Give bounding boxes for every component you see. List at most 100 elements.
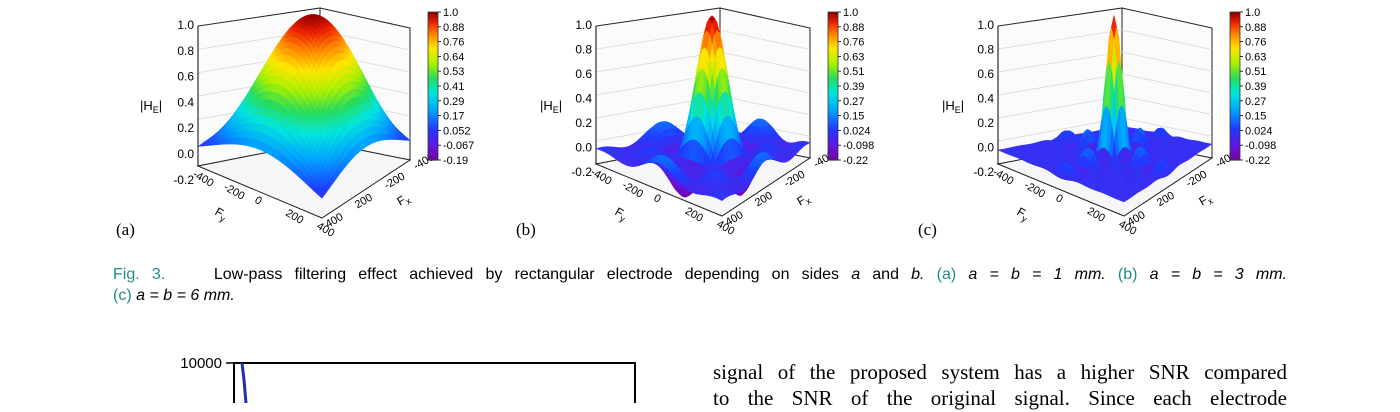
y-tick-label: 200: [683, 205, 705, 225]
z-tick-label: 0.2: [177, 121, 194, 135]
colorbar-tick-label: -0.098: [1245, 140, 1276, 152]
colorbar-tick-label: 0.024: [1245, 125, 1273, 137]
x-axis-label-sub: x: [404, 195, 413, 206]
colorbar-tick-label: 0.15: [1245, 111, 1266, 123]
z-tick-label: 0.0: [177, 147, 194, 161]
caption-eq-a: a = b = 1 mm.: [968, 266, 1105, 283]
caption-var-b: b.: [911, 266, 924, 283]
colorbar-tick-label: 0.51: [843, 66, 864, 78]
caption-var-a: a: [851, 266, 860, 283]
x-axis-label: Fx: [795, 190, 814, 210]
figure-caption-line2: (c) a = b = 6 mm.: [113, 285, 235, 306]
colorbar-tick-label: 0.53: [443, 66, 464, 78]
plot-frame: [234, 363, 635, 403]
x-axis-label-sub: x: [804, 195, 813, 206]
z-axis: 1.0 0.8 0.6 0.4 0.2 0.0 -0.2 |HE|: [140, 18, 198, 187]
colorbar-tick-label: -0.22: [1245, 155, 1270, 167]
y-axis-label: Fy: [212, 204, 231, 224]
z-tick-label: 1.0: [575, 18, 592, 32]
z-tick-label: 0.4: [977, 92, 994, 106]
colorbar-tick-label: 0.29: [443, 96, 464, 108]
z-tick-label: -0.2: [173, 173, 194, 187]
panel-label: (b): [516, 220, 536, 240]
z-axis-label-suffix: |: [159, 98, 162, 113]
colorbar-tick-label: 0.052: [443, 125, 471, 137]
z-tick-label: 0.0: [977, 141, 994, 155]
panel-label: (a): [116, 220, 135, 240]
y-tick-label: 0: [652, 192, 663, 205]
colorbar-tick-label: 1.0: [443, 7, 458, 19]
y-axis-label: Fy: [612, 204, 631, 224]
z-tick-label: 0.8: [977, 43, 994, 57]
colorbar-tick-label: 0.88: [1245, 22, 1266, 34]
caption-ref-c[interactable]: (c): [113, 287, 132, 304]
y-axis-label-sub: y: [218, 213, 227, 224]
z-tick-label: 0.2: [575, 116, 592, 130]
colorbar-tick-label: 0.27: [843, 96, 864, 108]
z-axis-label: |HE|: [540, 98, 562, 115]
z-tick-label: 0.4: [575, 92, 592, 106]
x-axis-label: Fx: [395, 190, 414, 210]
z-tick-label: 0.8: [177, 44, 194, 58]
data-curve: [242, 363, 246, 403]
z-axis: 1.00.80.60.40.20.0-0.2|HE|: [942, 18, 998, 179]
caption-eq-c: a = b = 6 mm.: [136, 287, 235, 304]
z-axis-label-suffix: |: [559, 98, 562, 113]
colorbar-tick-label: 0.39: [843, 81, 864, 93]
z-axis: 1.00.80.60.40.20.0-0.2|HE|: [540, 18, 596, 179]
panel-label: (c): [918, 220, 937, 240]
caption-ref-b[interactable]: (b): [1118, 266, 1138, 283]
colorbar-tick-label: 0.88: [443, 22, 464, 34]
z-axis-label-suffix: |: [961, 98, 964, 113]
z-tick-label: 0.6: [977, 67, 994, 81]
z-tick-label: 0.8: [575, 43, 592, 57]
colorbar-tick-label: 0.64: [443, 51, 464, 63]
y-axis-label: Fy: [1014, 204, 1033, 224]
body-text-line-1: signal of the proposed system has a high…: [713, 359, 1287, 386]
colorbar-tick-label: 0.024: [843, 125, 871, 137]
colorbar-tick-label: 0.51: [1245, 66, 1266, 78]
colorbar-tick-label: 0.76: [843, 37, 864, 49]
x-axis-label: Fx: [1197, 190, 1216, 210]
colorbar-tick-label: -0.19: [443, 155, 468, 167]
colorbar: 1.0 0.88 0.76 0.64 0.53 0.41 0.29 0.17 0.052 -0.0…: [428, 7, 474, 167]
colorbar-tick-label: -0.098: [843, 140, 874, 152]
y-tick-label: 200: [1085, 205, 1107, 225]
x-axis-label-sub: x: [1206, 195, 1215, 206]
colorbar-tick-label: 0.76: [443, 37, 464, 49]
z-tick-label: 0.0: [575, 141, 592, 155]
caption-ref-a[interactable]: (a): [937, 266, 957, 283]
z-tick-label: 1.0: [977, 18, 994, 32]
z-tick-label: 0.4: [177, 95, 194, 109]
body-text-line-2: to the SNR of the original signal. Since…: [713, 385, 1287, 412]
z-tick-label: 1.0: [177, 18, 194, 32]
figure-number: Fig. 3.: [113, 266, 165, 283]
colorbar-tick-label: 0.76: [1245, 37, 1266, 49]
colorbar-tick-label: -0.067: [443, 140, 474, 152]
z-axis-label: |HE|: [140, 98, 162, 115]
z-tick-label: 0.2: [977, 116, 994, 130]
y-tick-label: 0: [1054, 192, 1065, 205]
colorbar-tick-label: 1.0: [843, 7, 858, 19]
y-axis-label-sub: y: [618, 213, 627, 224]
colorbar: 1.00.880.760.630.510.390.270.150.024-0.0…: [1230, 7, 1276, 167]
colorbar-tick-label: 0.17: [443, 111, 464, 123]
y-axis-label-sub: y: [1020, 213, 1029, 224]
z-tick-label: 0.6: [177, 70, 194, 84]
colorbar-tick-label: -0.22: [843, 155, 868, 167]
colorbar-tick-label: 0.63: [1245, 51, 1266, 63]
colorbar-tick-label: 0.41: [443, 81, 464, 93]
colorbar-tick-label: 1.0: [1245, 7, 1260, 19]
colorbar: 1.00.880.760.630.510.390.270.150.024-0.0…: [828, 7, 874, 167]
y-tick-label: 10000: [180, 355, 222, 372]
caption-text: Low-pass filtering effect achieved by re…: [214, 266, 839, 283]
bottom-chart: 10000: [160, 350, 640, 403]
z-tick-label: 0.6: [575, 67, 592, 81]
colorbar-tick-label: 0.27: [1245, 96, 1266, 108]
